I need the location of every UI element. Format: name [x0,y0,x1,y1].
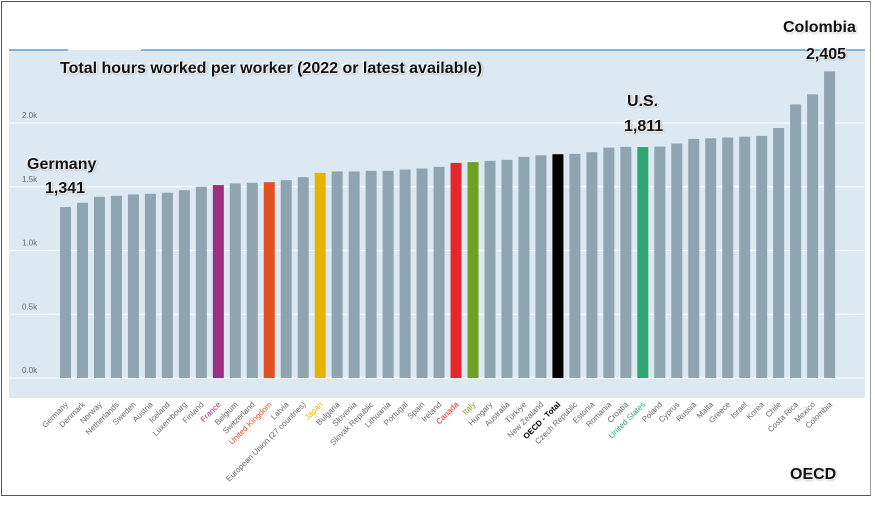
bar-croatia [620,146,632,378]
annotation-us-value: 1,811 [624,118,664,135]
bar-canada [450,162,462,378]
bar-czech-republic [569,153,581,378]
bar-japan [314,172,326,378]
bar-cyprus [671,143,683,378]
bar-ireland [433,166,445,378]
bar-austria [144,193,156,378]
bar-denmark [76,202,88,378]
bar-slovak-republic [365,170,377,378]
annotation-germany-value: 1,341 [45,180,86,197]
bar-bulgaria [331,171,343,378]
bar-new-zealand [535,155,547,378]
bar-iceland [161,192,173,378]
source-label: OECD [790,466,837,483]
bar-belgium [229,183,241,378]
bar-oecd-total [552,154,564,378]
bar-greece [722,137,734,378]
bar-finland [195,186,207,378]
x-tick-label: Korea [745,400,767,422]
bar-switzerland [246,182,258,378]
bar-latvia [280,180,292,378]
bar-norway [93,196,105,378]
bar-sweden [127,194,139,378]
bar-italy [467,162,479,378]
bar-korea [756,135,768,378]
bar-united-kingdom [263,182,275,378]
annotation-colombia-value: 2,405 [806,46,847,63]
y-tick-label: 2.0k [22,111,38,120]
bar-colombia [824,71,836,379]
bar-mexico [807,94,819,378]
bar-malta [705,138,717,378]
chart-frame [1,1,871,496]
y-tick-label: 1.5k [22,175,38,184]
bar-t-rkiye [518,156,530,378]
bar-france [212,185,224,378]
bar-poland [654,146,666,378]
bar-luxembourg [178,190,190,378]
bar-lithuania [382,170,394,378]
y-tick-label: 0.0k [22,366,38,375]
bar-israel [739,136,751,378]
annotation-germany-name: Germany [27,156,97,173]
bar-australia [501,159,513,378]
bar-portugal [399,169,411,378]
chart-title: Total hours worked per worker (2022 or l… [60,60,483,77]
bar-european-union-27-countries- [297,177,309,378]
x-tick-label: Russia [675,400,699,424]
y-tick-label: 0.5k [22,302,38,311]
bar-spain [416,168,428,378]
bar-netherlands [110,195,122,378]
y-tick-label: 1.0k [22,239,38,248]
bar-hungary [484,160,496,378]
bar-united-states [637,147,649,378]
bar-germany [60,207,71,378]
bar-costa-rica [790,104,802,378]
bar-russia [688,138,700,378]
bar-estonia [586,152,598,378]
bar-romania [603,147,615,378]
annotation-colombia-name: Colombia [783,19,856,36]
bar-chile [773,127,785,378]
annotation-us-name: U.S. [627,93,659,110]
bar-slovenia [348,171,360,378]
